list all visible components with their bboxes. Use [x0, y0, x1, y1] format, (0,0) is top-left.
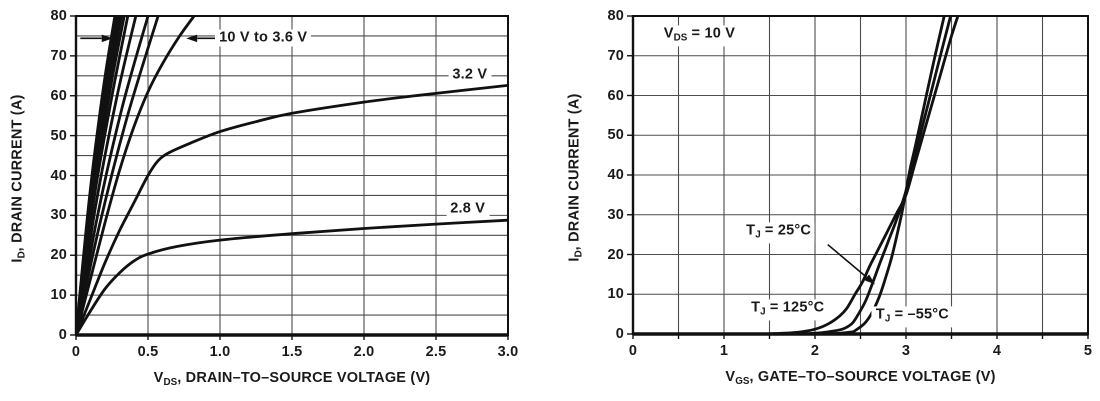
curve-tj-minus-55c [831, 16, 946, 336]
label-2p8v: 2.8 V [446, 200, 490, 218]
arrow-to-25c-curve-head [864, 274, 876, 285]
label-tj-125c: TJ = 125°C [747, 299, 829, 321]
x-tick-label: 0 [628, 343, 638, 359]
x-axis-title: VDS, DRAIN–TO–SOURCE VOLTAGE (V) [153, 370, 431, 389]
x-tick-label: 2 [810, 343, 820, 359]
x-tick-label: 4 [992, 343, 1002, 359]
x-axis-title: VGS, GATE–TO–SOURCE VOLTAGE (V) [725, 369, 996, 388]
y-tick-label: 70 [50, 47, 67, 64]
x-tick-label: 3 [901, 343, 911, 359]
x-tick-label: 5 [1083, 343, 1093, 359]
arrow-to-vgs-bundle-head [101, 34, 113, 43]
curve-vgs-3.6v [76, 16, 196, 337]
label-3p2v: 3.2 V [448, 66, 492, 84]
y-tick-label: 50 [50, 127, 67, 144]
curve-tj-25c [804, 16, 952, 336]
y-tick-label: 80 [50, 8, 67, 24]
curve-vgs-2.8v [76, 218, 508, 337]
curve-vgs-3.2v [76, 84, 508, 337]
x-tick-label: 1 [719, 343, 729, 359]
y-tick-label: 0 [58, 327, 67, 343]
y-tick-label: 60 [607, 87, 624, 104]
x-tick-label: 0 [71, 344, 81, 360]
curve-vgs-4v [76, 16, 150, 337]
y-tick-label: 70 [607, 47, 624, 64]
curve-vgs-4.5v [76, 16, 138, 337]
y-tick-label: 10 [50, 287, 67, 304]
y-tick-label: 10 [607, 286, 624, 303]
y-tick-label: 80 [607, 8, 624, 24]
y-tick-label: 20 [50, 247, 67, 264]
label-vgs-range: 10 V to 3.6 V [215, 29, 312, 47]
y-tick-label: 60 [50, 87, 67, 104]
y-tick-label: 30 [607, 206, 624, 223]
y-tick-label: 40 [50, 167, 67, 184]
curve-tj-125c [768, 16, 960, 336]
x-tick-label: 2.5 [425, 344, 447, 360]
arrow-to-25c-curve-shaft [827, 243, 868, 278]
x-tick-label: 2.0 [353, 344, 375, 360]
y-tick-label: 40 [607, 167, 624, 183]
x-tick-label: 0.5 [137, 344, 159, 360]
y-axis-title: ID, DRAIN CURRENT (A) [566, 93, 585, 262]
label-tj-minus-55c: TJ = –55°C [871, 305, 953, 328]
y-tick-label: 0 [615, 326, 624, 342]
arrow-to-3p6v-curve-head [186, 34, 198, 43]
y-tick-label: 50 [607, 127, 624, 144]
curve-vgs-3.8v [76, 16, 160, 337]
y-tick-label: 20 [607, 246, 624, 263]
x-tick-label: 3.0 [497, 344, 519, 360]
label-vds-condition: VDS = 10 V [659, 25, 740, 47]
x-tick-label: 1.5 [281, 344, 303, 360]
x-tick-label: 1.0 [209, 344, 231, 360]
y-tick-label: 30 [50, 207, 67, 224]
label-tj-25c: TJ = 25°C [742, 222, 816, 244]
